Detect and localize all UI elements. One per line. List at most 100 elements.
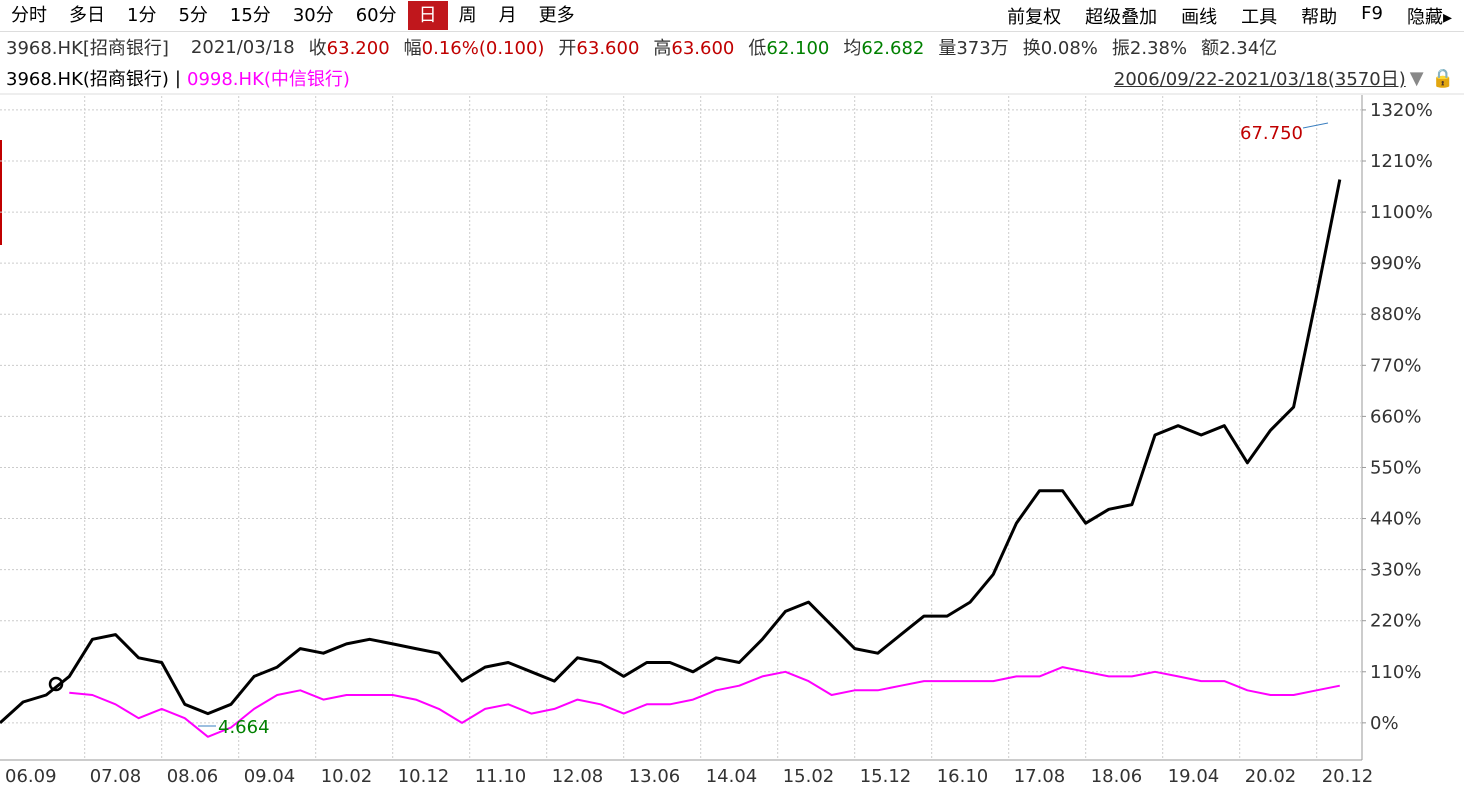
- y-tick-label: 1100%: [1370, 202, 1433, 223]
- info-field: 幅0.16%(0.100): [404, 34, 545, 60]
- toolbar-button[interactable]: F9: [1361, 2, 1383, 24]
- y-tick-label: 110%: [1370, 662, 1421, 683]
- x-tick-label: 15.02: [783, 766, 835, 787]
- field-label: 低: [748, 38, 767, 59]
- field-value: 62.682: [861, 38, 925, 59]
- field-label: 均: [843, 38, 862, 59]
- x-tick-label: 20.12: [1322, 766, 1374, 787]
- field-value: 0.16%(0.100): [421, 38, 545, 59]
- toolbar-tab[interactable]: 周: [458, 5, 477, 26]
- legend-entry: 3968.HK(招商银行): [6, 69, 169, 90]
- toolbar-tab[interactable]: 分时: [11, 5, 47, 26]
- field-label: 换: [1022, 38, 1041, 59]
- field-label: 开: [558, 38, 577, 59]
- toolbar-tab[interactable]: 15分: [229, 5, 271, 26]
- field-label: 振: [1111, 38, 1130, 59]
- x-tick-label: 08.06: [167, 766, 219, 787]
- y-tick-label: 660%: [1370, 406, 1421, 427]
- series-line: [0, 179, 1342, 725]
- annotation-pointer: [1302, 122, 1329, 129]
- toolbar-button[interactable]: 前复权: [1007, 6, 1062, 28]
- y-tick-label: 1210%: [1370, 151, 1433, 172]
- y-tick-label: 220%: [1370, 611, 1421, 632]
- legend-entry: 0998.HK(中信银行): [187, 69, 350, 90]
- field-value: 2.38%: [1129, 38, 1188, 59]
- y-tick-label: 550%: [1370, 457, 1421, 478]
- y-tick-label: 440%: [1370, 509, 1421, 530]
- toolbar-tab[interactable]: 日: [407, 1, 448, 30]
- y-tick-label: 880%: [1370, 304, 1421, 325]
- info-field: 高63.600: [653, 34, 734, 60]
- info-field: 收63.200: [309, 34, 390, 60]
- x-tick-label: 07.08: [90, 766, 142, 787]
- x-tick-label: 18.06: [1091, 766, 1143, 787]
- field-value: 63.600: [671, 38, 735, 59]
- annotation: 4.664: [218, 717, 270, 738]
- y-tick-label: 330%: [1370, 560, 1421, 581]
- x-tick-label: 20.02: [1245, 766, 1297, 787]
- toolbar: 分时 多日 1分 5分 15分 30分 60分日周月更多 前复权 超级叠加 画线 工具 帮助 F9 隐藏▸: [0, 0, 1464, 32]
- y-tick-label: 770%: [1370, 355, 1421, 376]
- x-tick-label: 09.04: [244, 766, 296, 787]
- x-tick-label: 16.10: [937, 766, 989, 787]
- grid: [0, 96, 1366, 760]
- date-range[interactable]: 2006/09/22-2021/03/18(3570日): [1113, 69, 1406, 90]
- toolbar-button[interactable]: 画线: [1181, 6, 1218, 28]
- x-tick-label: 12.08: [552, 766, 604, 787]
- toolbar-right: 前复权 超级叠加 画线 工具 帮助 F9 隐藏▸: [995, 3, 1464, 29]
- field-label: 额: [1201, 38, 1220, 59]
- field-value: 0.08%: [1040, 38, 1098, 59]
- dropdown-icon[interactable]: ▼: [1409, 67, 1424, 89]
- field-value: 373万: [956, 38, 1009, 59]
- y-tick-label: 990%: [1370, 253, 1421, 274]
- x-tick-label: 19.04: [1168, 766, 1220, 787]
- toolbar-button[interactable]: 工具: [1241, 6, 1278, 28]
- x-tick-label: 11.10: [475, 766, 527, 787]
- field-value: 2.34亿: [1219, 38, 1278, 59]
- series-line: [69, 666, 1340, 738]
- field-label: 量: [938, 38, 957, 59]
- symbol: 3968.HK[招商银行]: [6, 38, 169, 59]
- x-tick-label: 13.06: [629, 766, 681, 787]
- x-tick-label: 17.08: [1014, 766, 1066, 787]
- date: 2021/03/18: [190, 36, 295, 58]
- annotation: 67.750: [1240, 123, 1303, 144]
- toolbar-tab[interactable]: 多日: [69, 5, 105, 26]
- field-value: 63.600: [576, 38, 640, 59]
- info-field: 均62.682: [843, 34, 924, 60]
- info-field: 额2.34亿: [1201, 34, 1277, 60]
- toolbar-tab[interactable]: 30分: [292, 5, 334, 26]
- x-tick-label: 15.12: [860, 766, 912, 787]
- info-bar: 3968.HK[招商银行] 2021/03/18 收63.200 幅0.16%(0…: [0, 32, 1464, 62]
- field-label: 幅: [403, 38, 422, 59]
- field-label: 收: [308, 38, 327, 59]
- lines: [0, 179, 1342, 738]
- x-tick-label: 10.12: [398, 766, 450, 787]
- info-field: 低62.100: [748, 34, 829, 60]
- field-label: 高: [653, 38, 672, 59]
- toolbar-tab[interactable]: 更多: [538, 5, 575, 26]
- field-value: 63.200: [326, 38, 390, 59]
- toolbar-tab[interactable]: 1分: [127, 5, 157, 26]
- y-tick-label: 0%: [1370, 713, 1399, 734]
- info-field: 开63.600: [558, 34, 639, 60]
- info-field: 量373万: [938, 34, 1008, 60]
- toolbar-tab[interactable]: 60分: [355, 5, 397, 26]
- x-tick-label: 10.02: [321, 766, 373, 787]
- toolbar-button[interactable]: 超级叠加: [1085, 6, 1158, 28]
- toolbar-tab[interactable]: 月: [498, 5, 517, 26]
- toolbar-button[interactable]: 隐藏▸: [1406, 6, 1452, 28]
- toolbar-tab[interactable]: 5分: [178, 5, 208, 26]
- field-value: 62.100: [766, 38, 830, 59]
- x-tick-label: 06.09: [5, 766, 57, 787]
- toolbar-button[interactable]: 帮助: [1301, 6, 1338, 28]
- info-field: 换0.08%: [1023, 34, 1098, 60]
- lock-icon[interactable]: 🔒: [1431, 67, 1454, 89]
- legend: 3968.HK(招商银行) | 0998.HK(中信银行) 2006/09/22…: [0, 63, 1464, 93]
- side-marker: [0, 140, 2, 245]
- labels: 0% 110% 220% 330% 440% 550% 660% 770% 880% 990% 11…: [5, 100, 1433, 787]
- x-tick-label: 14.04: [706, 766, 758, 787]
- y-tick-label: 1320%: [1370, 100, 1433, 121]
